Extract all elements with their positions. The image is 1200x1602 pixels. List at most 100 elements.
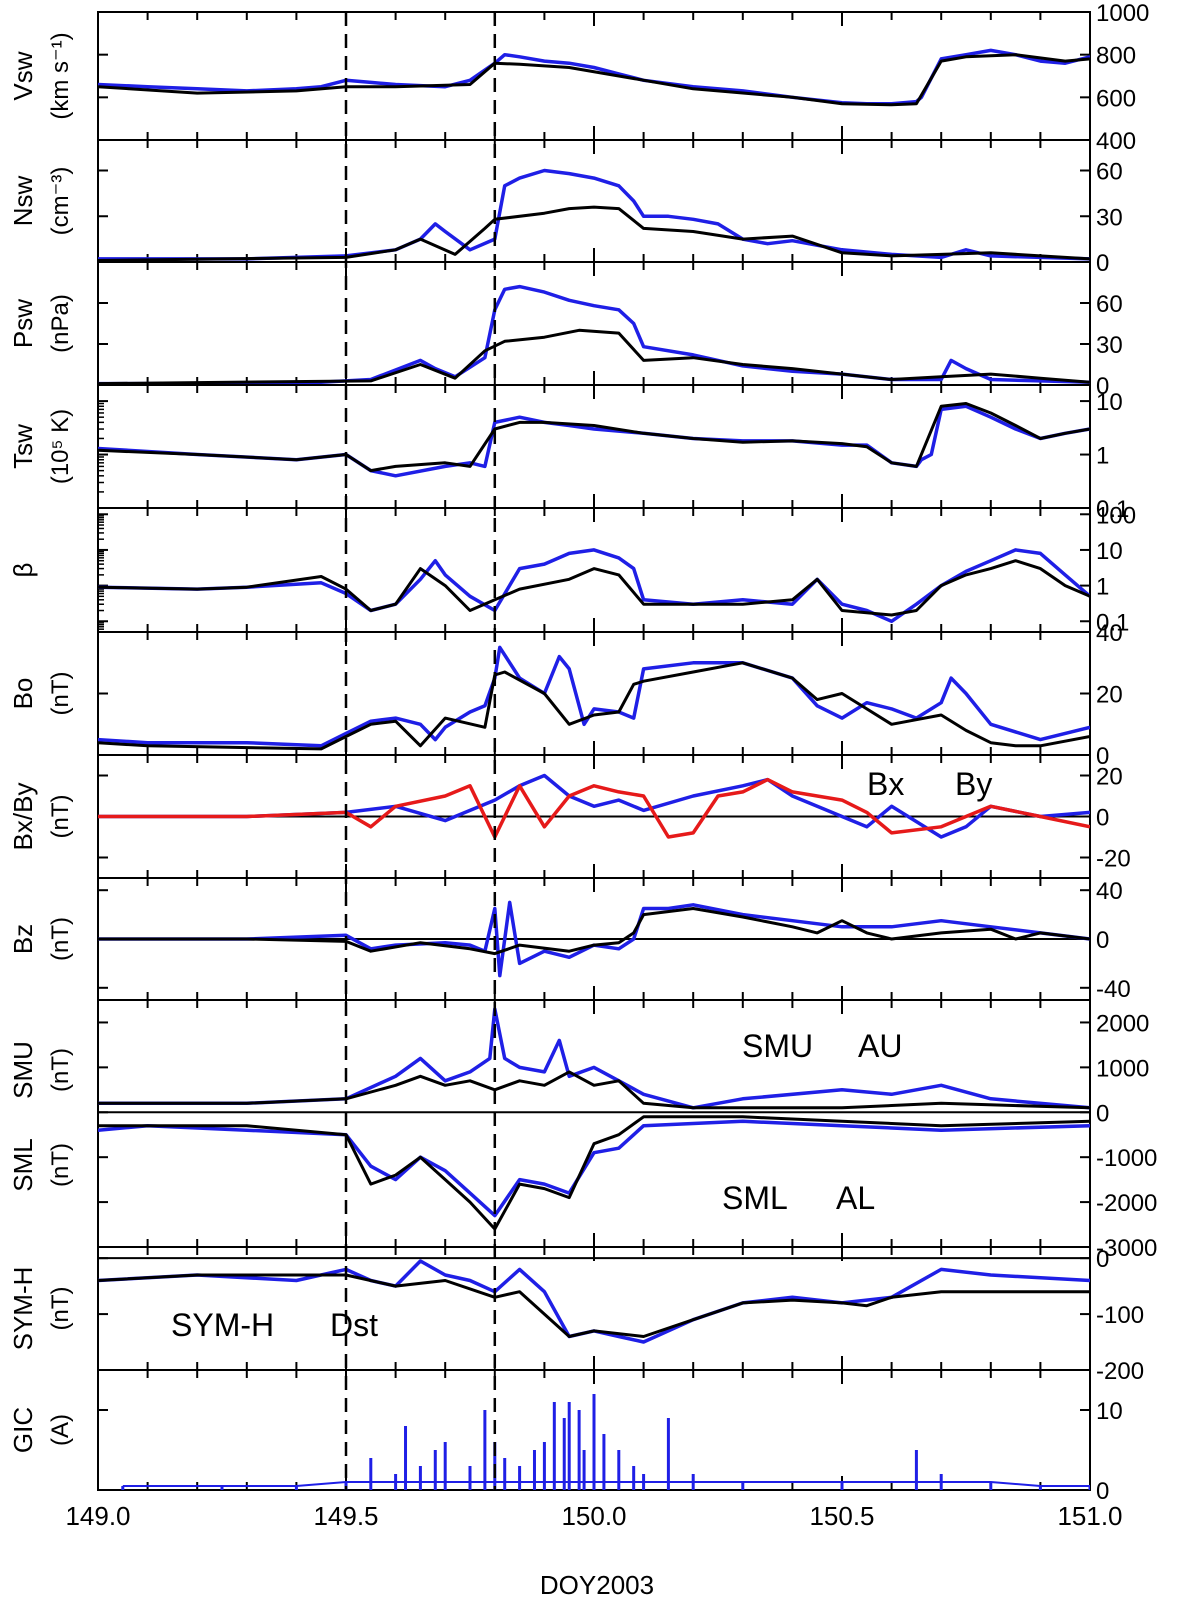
y-tick-label: 20 bbox=[1096, 682, 1123, 709]
y-axis-label-unit: (nT) bbox=[47, 917, 74, 961]
series-line-1 bbox=[98, 907, 1090, 956]
x-axis: 149.0 149.5 150.0 150.5 151.0 bbox=[65, 12, 1123, 1531]
y-tick-label: 800 bbox=[1096, 43, 1136, 70]
y-axis-label-lower-unit: (nT) bbox=[47, 1143, 74, 1187]
y-axis-label-unit: (nT) bbox=[47, 672, 74, 716]
y-tick-label: -2000 bbox=[1096, 1190, 1157, 1217]
y-axis-label-unit: (nT) bbox=[47, 1287, 74, 1331]
y-tick-label: 10 bbox=[1096, 389, 1123, 416]
y-tick-label: 0 bbox=[1096, 1246, 1109, 1273]
y-tick-label: 0 bbox=[1096, 250, 1109, 277]
series-line-1 bbox=[98, 328, 1090, 385]
y-tick-label: 0 bbox=[1096, 805, 1109, 832]
legend-by: By bbox=[955, 766, 992, 802]
legend-au: AU bbox=[858, 1028, 902, 1064]
y-tick-label: 1 bbox=[1096, 443, 1109, 470]
panel-nsw: 0 30 60 Nsw (cm⁻³) bbox=[8, 139, 1123, 277]
y-tick-label: -3000 bbox=[1096, 1235, 1157, 1262]
legend-dst: Dst bbox=[330, 1307, 378, 1343]
panel-frame bbox=[97, 631, 1091, 756]
series-line-1 bbox=[98, 1070, 1090, 1110]
panel-frame bbox=[97, 11, 1091, 141]
y-axis-label-name: Nsw bbox=[8, 176, 38, 227]
legend-sml: SML bbox=[722, 1180, 788, 1216]
series-line-0 bbox=[98, 404, 1090, 478]
series-group bbox=[98, 773, 1090, 839]
series-line-0 bbox=[98, 773, 1090, 839]
panel-beta: 0.1 1 10 100 β bbox=[8, 502, 1136, 636]
series-group bbox=[98, 548, 1090, 624]
legend-smu: SMU bbox=[742, 1028, 813, 1064]
y-axis-label-name: Bx/By bbox=[8, 783, 38, 851]
y-axis-label-unit: (nPa) bbox=[47, 294, 74, 353]
y-tick-label: 60 bbox=[1096, 159, 1123, 186]
y-tick-label: 0 bbox=[1096, 373, 1109, 400]
y-tick-label: 100 bbox=[1096, 502, 1136, 529]
y-tick-label: 0.1 bbox=[1096, 609, 1129, 636]
y-tick-label: 40 bbox=[1096, 878, 1123, 905]
series-line-0 bbox=[98, 645, 1090, 748]
gic-baseline bbox=[122, 1481, 1090, 1487]
y-tick-label: 10 bbox=[1096, 538, 1123, 565]
legend-sym-h: SYM-H bbox=[171, 1307, 274, 1343]
series-line-3 bbox=[98, 1115, 1090, 1231]
x-tick-label: 150.5 bbox=[809, 1501, 874, 1531]
series-group bbox=[98, 1259, 1090, 1344]
x-tick-label: 150.0 bbox=[561, 1501, 626, 1531]
y-tick-label: 0 bbox=[1096, 927, 1109, 954]
y-axis-label-name: GIC bbox=[8, 1407, 38, 1453]
panel-frame bbox=[97, 384, 1091, 509]
series-group bbox=[98, 645, 1090, 751]
series-line-0 bbox=[98, 284, 1090, 385]
panel-gic: 0 10 GIC (A) bbox=[8, 1369, 1123, 1505]
series-line-0 bbox=[98, 1007, 1090, 1110]
series-group bbox=[98, 48, 1090, 107]
panel-symh: -200 -100 0 SYM-H (nT) SYM-H Dst bbox=[8, 1246, 1144, 1385]
y-axis-label-unit: (A) bbox=[47, 1414, 74, 1446]
series-line-1 bbox=[98, 53, 1090, 107]
y-tick-label: 1 bbox=[1096, 574, 1109, 601]
series-group bbox=[98, 284, 1090, 385]
x-axis-label: DOY2003 bbox=[540, 1570, 654, 1600]
y-axis-label-upper-unit: (nT) bbox=[47, 1048, 74, 1092]
y-axis-label-unit: (10⁵ K) bbox=[47, 409, 74, 484]
y-axis-label-name: Bo bbox=[8, 678, 38, 710]
y-tick-label: 0 bbox=[1096, 743, 1109, 770]
y-axis-label-unit: (nT) bbox=[47, 795, 74, 839]
series-group bbox=[98, 168, 1090, 262]
series-line-1 bbox=[98, 205, 1090, 262]
y-tick-label: -20 bbox=[1096, 846, 1131, 873]
panel-bz: -40 0 40 Bz (nT) bbox=[8, 877, 1131, 1003]
legend-bx: Bx bbox=[867, 766, 904, 802]
y-tick-label: 20 bbox=[1096, 764, 1123, 791]
panel-frame bbox=[97, 261, 1091, 386]
y-axis-label-name: SYM-H bbox=[8, 1267, 38, 1351]
legend-al: AL bbox=[836, 1180, 875, 1216]
series-line-1 bbox=[98, 559, 1090, 617]
series-line-1 bbox=[98, 1273, 1090, 1338]
y-tick-label: -100 bbox=[1096, 1302, 1144, 1329]
series-group bbox=[98, 1007, 1090, 1231]
panel-bo: 0 20 40 Bo (nT) bbox=[8, 620, 1123, 770]
panel-frame bbox=[97, 139, 1091, 263]
y-tick-label: 600 bbox=[1096, 85, 1136, 112]
panel-bxby: -20 0 20 Bx/By (nT) Bx By bbox=[8, 754, 1131, 879]
panel-frame bbox=[97, 999, 1091, 1248]
y-tick-label: 400 bbox=[1096, 128, 1136, 155]
y-tick-label: 30 bbox=[1096, 204, 1123, 231]
y-tick-label: 40 bbox=[1096, 620, 1123, 647]
series-group bbox=[98, 402, 1090, 478]
panel-tsw: 0.1 1 10 Tsw (10⁵ K) bbox=[8, 384, 1129, 523]
y-tick-label: 30 bbox=[1096, 332, 1123, 359]
x-tick-label: 151.0 bbox=[1057, 1501, 1122, 1531]
y-axis-label-unit: (km s⁻¹) bbox=[47, 32, 74, 119]
y-axis-label-name: Tsw bbox=[8, 424, 38, 469]
y-axis-label-name: β bbox=[8, 563, 38, 578]
y-tick-label: 10 bbox=[1096, 1398, 1123, 1425]
series-group bbox=[98, 900, 1090, 978]
y-axis-label-name: Bz bbox=[8, 924, 38, 954]
y-tick-label: 2000 bbox=[1096, 1010, 1149, 1037]
y-axis-label-upper-name: SMU bbox=[8, 1041, 38, 1099]
